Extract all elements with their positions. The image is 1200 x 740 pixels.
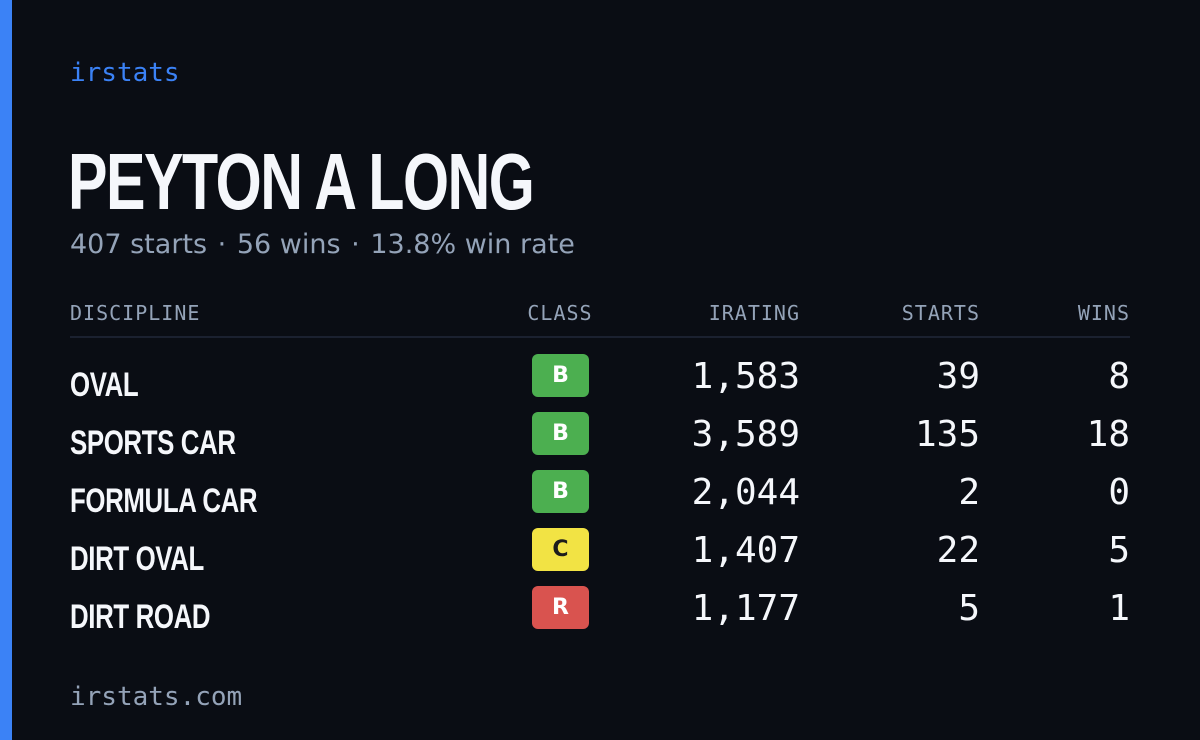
summary-win-rate: 13.8% win rate: [370, 229, 575, 260]
starts-value: 135: [914, 414, 980, 455]
irating-value: 3,589: [691, 414, 800, 455]
irating-value: 1,177: [691, 588, 800, 629]
table-row: DIRT OVAL C 1,407 22 5: [0, 526, 1200, 584]
wins-value: 8: [1108, 356, 1130, 397]
discipline-name: DIRT OVAL: [70, 540, 204, 578]
column-header-class: CLASS: [527, 301, 593, 325]
summary-separator: ·: [351, 229, 360, 260]
header-divider: [70, 336, 1130, 338]
summary-wins: 56 wins: [236, 229, 341, 260]
summary-starts: 407 starts: [70, 229, 208, 260]
table-row: FORMULA CAR B 2,044 2 0: [0, 468, 1200, 526]
discipline-name: OVAL: [70, 366, 139, 404]
column-header-wins: WINS: [1077, 301, 1130, 325]
starts-value: 5: [958, 588, 980, 629]
column-header-irating: IRATING: [708, 301, 800, 325]
summary-separator: ·: [217, 229, 227, 260]
irating-value: 1,583: [691, 356, 800, 397]
footer-domain-link[interactable]: irstats.com: [70, 682, 243, 712]
discipline-name: SPORTS CAR: [70, 424, 236, 462]
column-header-starts: STARTS: [901, 301, 980, 325]
table-row: SPORTS CAR B 3,589 135 18: [0, 410, 1200, 468]
discipline-name: DIRT ROAD: [70, 598, 211, 636]
stats-table: OVAL B 1,583 39 8 SPORTS CAR B 3,589 135…: [0, 352, 1200, 642]
accent-bar: [0, 0, 12, 740]
license-class-badge: B: [532, 412, 589, 455]
license-class-badge: B: [532, 354, 589, 397]
wins-value: 1: [1108, 588, 1130, 629]
license-class-badge: C: [532, 528, 589, 571]
license-class-badge: R: [532, 586, 589, 629]
table-row: OVAL B 1,583 39 8: [0, 352, 1200, 410]
player-name: PEYTON A LONG: [68, 137, 535, 226]
wins-value: 0: [1108, 472, 1130, 513]
starts-value: 39: [936, 356, 980, 397]
discipline-name: FORMULA CAR: [70, 482, 258, 520]
table-row: DIRT ROAD R 1,177 5 1: [0, 584, 1200, 642]
column-header-discipline: DISCIPLINE: [70, 301, 201, 325]
starts-value: 22: [936, 530, 980, 571]
wins-value: 18: [1086, 414, 1130, 455]
brand-logo[interactable]: irstats: [70, 58, 180, 88]
career-summary: 407 starts · 56 wins · 13.8% win rate: [70, 228, 575, 262]
wins-value: 5: [1108, 530, 1130, 571]
irating-value: 1,407: [691, 530, 800, 571]
starts-value: 2: [958, 472, 980, 513]
license-class-badge: B: [532, 470, 589, 513]
irating-value: 2,044: [691, 472, 800, 513]
